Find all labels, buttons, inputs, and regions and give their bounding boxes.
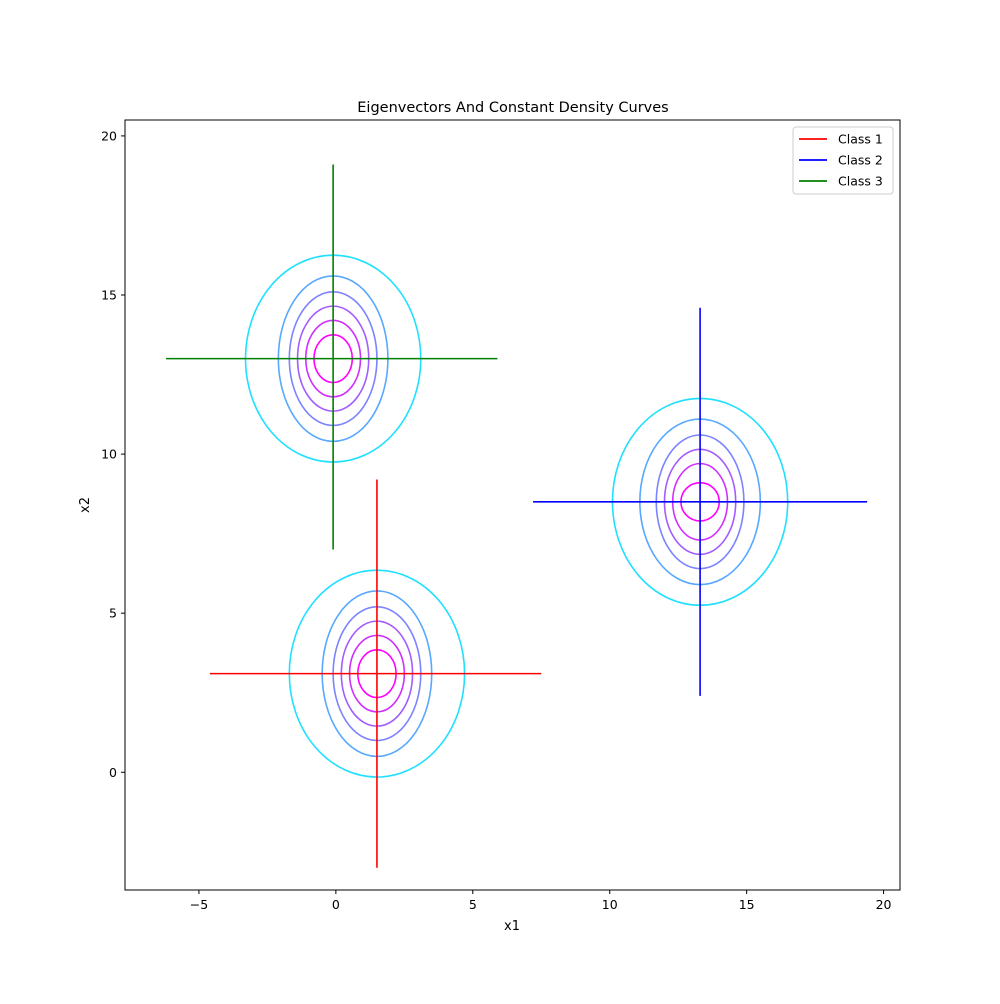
x-tick-label: 20 xyxy=(876,897,892,912)
y-tick-label: 20 xyxy=(101,128,117,143)
class-2-group xyxy=(533,307,868,696)
legend-label-class-2: Class 2 xyxy=(838,153,883,168)
y-tick-label: 0 xyxy=(109,765,117,780)
legend: Class 1 Class 2 Class 3 xyxy=(792,126,894,195)
legend-label-class-3: Class 3 xyxy=(838,174,883,189)
x-axis-label: x1 xyxy=(504,919,520,934)
class-3-group xyxy=(166,164,498,550)
class-1-group xyxy=(209,479,542,868)
y-tick-label: 15 xyxy=(101,288,117,303)
x-tick-label: −5 xyxy=(190,897,208,912)
y-tick-label: 5 xyxy=(109,606,117,621)
y-axis-label: x2 xyxy=(78,497,93,513)
legend-box xyxy=(792,126,894,195)
x-tick-label: 0 xyxy=(332,897,340,912)
legend-label-class-1: Class 1 xyxy=(838,132,883,147)
x-tick-label: 10 xyxy=(602,897,618,912)
plot-area xyxy=(166,164,868,868)
chart-title: Eigenvectors And Constant Density Curves xyxy=(357,100,668,116)
axis-ticks: −5 0 5 10 15 20 0 5 10 15 20 xyxy=(101,128,891,912)
x-tick-label: 5 xyxy=(469,897,477,912)
plot-frame xyxy=(124,119,901,891)
y-tick-label: 10 xyxy=(101,447,117,462)
x-tick-label: 15 xyxy=(739,897,755,912)
